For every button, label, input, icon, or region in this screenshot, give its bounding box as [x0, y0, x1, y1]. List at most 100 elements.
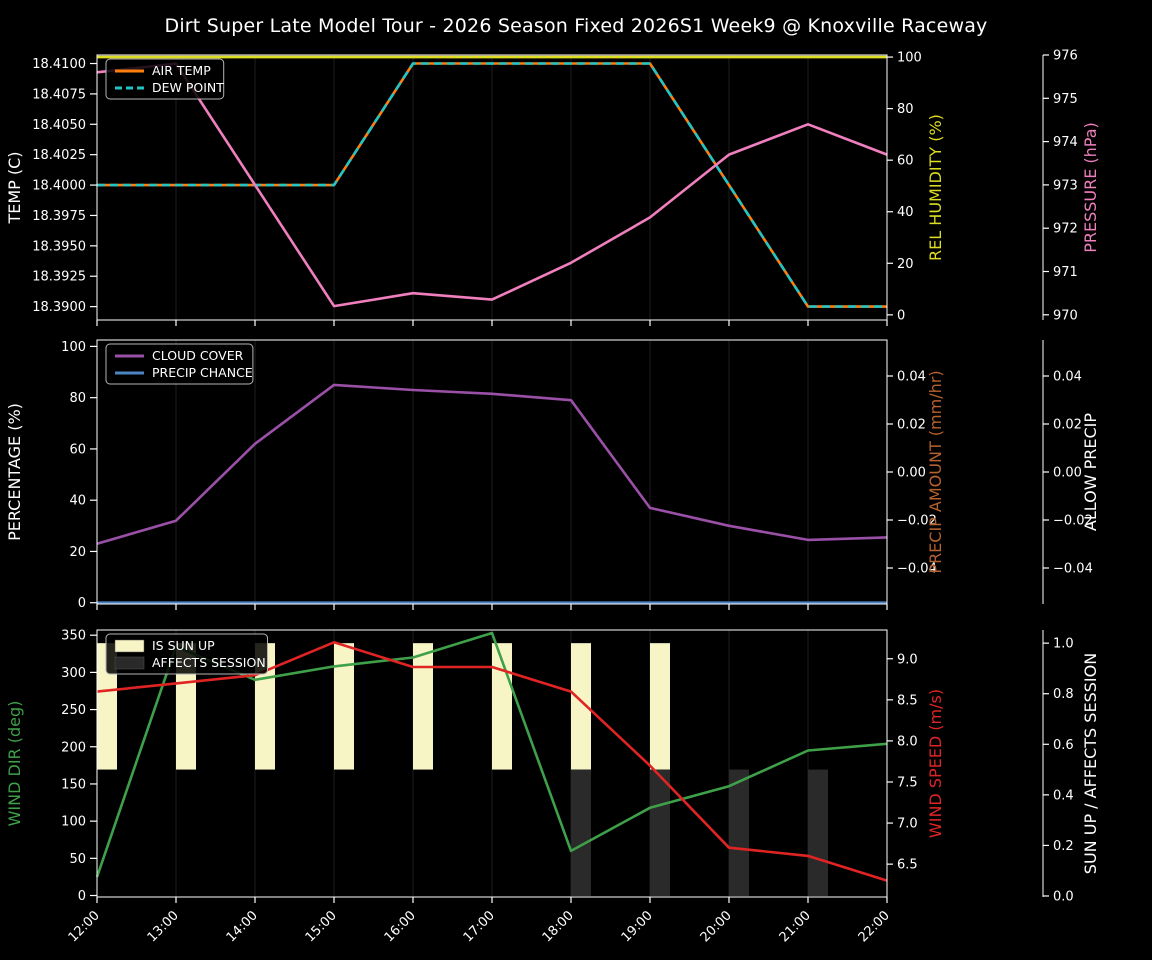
left-tick-label: 18.3900	[32, 300, 86, 315]
x-tick-label: 16:00	[382, 908, 419, 945]
left-tick-label: 300	[61, 666, 86, 681]
left-tick-label: 150	[61, 777, 86, 792]
right-outer-tick-label: 972	[1053, 222, 1078, 237]
right-outer-tick-label: 0.04	[1053, 370, 1082, 385]
legend-swatch-is-sun-up	[114, 639, 145, 653]
bar-is-sun-up	[176, 643, 196, 770]
left-tick-label: 100	[61, 815, 86, 830]
right-inner-tick-label: 0.02	[897, 418, 926, 433]
legend-label-affects-session: AFFECTS SESSION	[152, 655, 266, 670]
x-tick-label: 17:00	[461, 908, 498, 945]
right-inner-tick-label: −0.02	[897, 514, 937, 529]
right-outer-tick-label: 0.4	[1053, 788, 1074, 803]
x-tick-label: 21:00	[777, 908, 814, 945]
left-tick-label: 50	[69, 852, 86, 867]
panel-wind-sun: 0 50 100 150 200 250 300 350 6.5 7.0 7.5 8.0 8.5 9.0 0…	[5, 629, 1100, 946]
axis-label-pressure-hpa-: PRESSURE (hPa)	[1081, 122, 1100, 253]
right-outer-tick-label: 0.02	[1053, 418, 1082, 433]
right-inner-tick-label: 40	[897, 205, 914, 220]
x-tick-label: 19:00	[619, 908, 656, 945]
panel-cloud-precip: 0 20 40 60 80 100 −0.04 −0.02 0.00 0.02 0.04 −0.04 −…	[5, 339, 1100, 611]
x-tick-label: 20:00	[698, 908, 735, 945]
left-tick-label: 250	[61, 703, 86, 718]
axis-label-temp-c-: TEMP (C)	[5, 151, 24, 224]
right-outer-tick-label: 970	[1053, 308, 1078, 323]
right-inner-tick-label: 8.0	[897, 734, 918, 749]
legend-label-cloud-cover: CLOUD COVER	[152, 348, 244, 363]
x-tick-label: 18:00	[540, 908, 577, 945]
legend-swatch-affects-session	[114, 656, 145, 670]
right-outer-tick-label: 975	[1053, 92, 1078, 107]
right-outer-tick-label: 0.00	[1053, 466, 1082, 481]
left-tick-label: 100	[61, 340, 86, 355]
left-tick-label: 200	[61, 740, 86, 755]
right-outer-tick-label: 0.6	[1053, 738, 1074, 753]
bar-affects-session	[729, 769, 749, 896]
series-cloud-cover-line	[96, 383, 888, 546]
left-tick-label: 20	[69, 545, 86, 560]
right-inner-tick-label: 60	[897, 154, 914, 169]
bar-is-sun-up	[413, 643, 433, 770]
left-tick-label: 80	[69, 391, 86, 406]
axis-label-rel-humidity-: REL HUMIDITY (%)	[926, 114, 945, 261]
axis-label-wind-speed-m-s-: WIND SPEED (m/s)	[926, 689, 945, 838]
axis-label-wind-dir-deg-: WIND DIR (deg)	[5, 701, 24, 827]
bar-affects-session	[571, 769, 591, 896]
left-tick-label: 18.3975	[32, 209, 86, 224]
axis-label-precip-amount-mm-hr-: PRECIP AMOUNT (mm/hr)	[926, 370, 945, 573]
right-inner-tick-label: 8.5	[897, 693, 918, 708]
right-inner-tick-label: 100	[897, 51, 922, 66]
right-outer-tick-label: 0.8	[1053, 687, 1074, 702]
bar-is-sun-up	[255, 643, 275, 770]
right-outer-tick-label: 971	[1053, 265, 1078, 280]
left-tick-label: 60	[69, 442, 86, 457]
right-inner-tick-label: 0	[897, 308, 905, 323]
x-tick-label: 14:00	[224, 908, 261, 945]
left-tick-label: 0	[78, 596, 86, 611]
right-outer-tick-label: 0.2	[1053, 839, 1074, 854]
series-dew-point-line	[97, 62, 887, 308]
right-inner-tick-label: 80	[897, 102, 914, 117]
right-outer-tick-label: 0.0	[1053, 889, 1074, 904]
legend-box	[105, 633, 268, 675]
legend-label-precip-chance: PRECIP CHANCE	[152, 365, 253, 380]
left-tick-label: 18.4025	[32, 148, 86, 163]
right-outer-tick-label: 976	[1053, 49, 1078, 64]
right-inner-tick-label: −0.04	[897, 562, 937, 577]
right-outer-tick-label: 973	[1053, 178, 1078, 193]
legend-label-air-temp: AIR TEMP	[152, 63, 211, 78]
legend-label-is-sun-up: IS SUN UP	[152, 638, 215, 653]
legend-box	[105, 58, 225, 100]
right-inner-tick-label: 20	[897, 257, 914, 272]
bar-affects-session	[650, 769, 670, 896]
panel-temp-humidity-pressure: 18.4100 18.4075 18.4050 18.4025 18.4000 18.39…	[5, 49, 1100, 326]
bar-is-sun-up	[334, 643, 354, 770]
x-tick-label: 22:00	[856, 908, 893, 945]
bar-is-sun-up	[571, 643, 591, 770]
right-outer-tick-label: 1.0	[1053, 637, 1074, 652]
legend-label-dew-point: DEW POINT	[152, 80, 224, 95]
right-inner-tick-label: 0.04	[897, 370, 926, 385]
right-inner-tick-label: 6.5	[897, 858, 918, 873]
left-tick-label: 350	[61, 629, 86, 644]
right-inner-tick-label: 0.00	[897, 466, 926, 481]
left-tick-label: 18.4100	[32, 57, 86, 72]
left-tick-label: 18.4075	[32, 87, 86, 102]
left-tick-label: 18.4050	[32, 118, 86, 133]
x-tick-label: 15:00	[303, 908, 340, 945]
series-wind-speed-line	[96, 640, 888, 882]
bar-affects-session	[808, 769, 828, 896]
bar-is-sun-up	[97, 643, 117, 770]
left-tick-label: 0	[78, 889, 86, 904]
series-pressure-line	[96, 62, 888, 308]
left-tick-label: 18.4000	[32, 179, 86, 194]
x-tick-label: 12:00	[66, 908, 103, 945]
left-tick-label: 40	[69, 494, 86, 509]
left-tick-label: 18.3950	[32, 239, 86, 254]
bar-is-sun-up	[650, 643, 670, 770]
right-inner-tick-label: 7.0	[897, 817, 918, 832]
right-inner-tick-label: 9.0	[897, 652, 918, 667]
axis-label-percentage-: PERCENTAGE (%)	[5, 403, 24, 541]
